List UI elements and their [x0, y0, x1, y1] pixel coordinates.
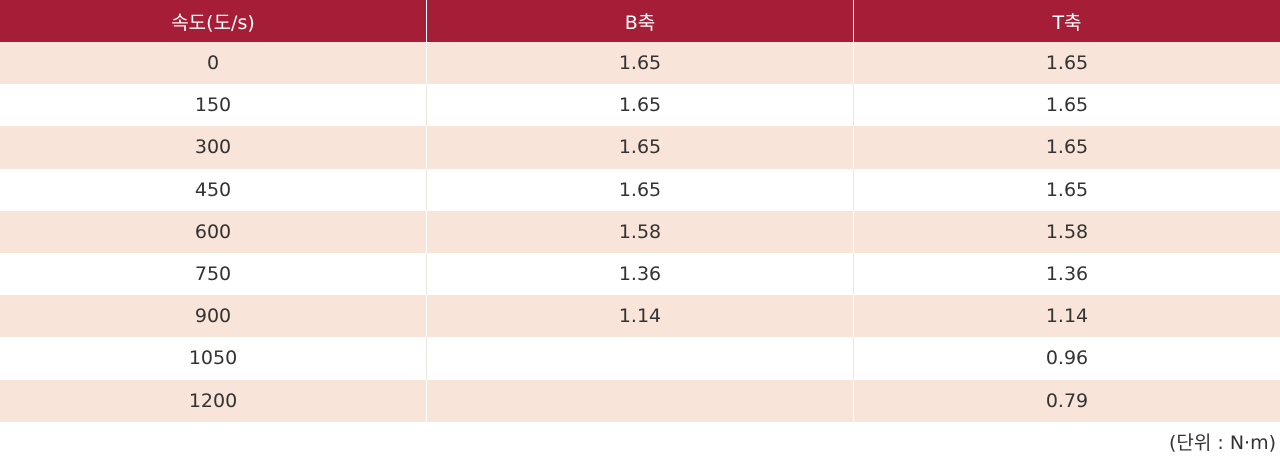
table-cell: 1.36: [426, 252, 853, 296]
table-cell: 1.65: [853, 168, 1280, 211]
table-cell: 1.14: [426, 295, 853, 338]
table-cell: 0: [206, 52, 220, 75]
table-row: 1200 0.79: [0, 379, 1280, 422]
table-row: 750 1.36 1.36: [0, 252, 1280, 296]
table-cell: 1.65: [426, 84, 853, 127]
table-cell: 750: [194, 263, 232, 286]
table-cell: 450: [194, 178, 232, 201]
unit-note: (단위 : N·m): [1168, 432, 1276, 454]
table-row: 300 1.65 1.65: [0, 126, 1280, 169]
table-cell: 1.58: [853, 210, 1280, 253]
table-cell: 1200: [188, 389, 238, 412]
table-cell: 150: [194, 94, 232, 117]
table-cell: 300: [194, 136, 232, 159]
table-cell: 900: [194, 305, 232, 328]
header-row: 속도(도/s) B축 T축: [0, 0, 1280, 42]
table-cell: 1.58: [426, 210, 853, 253]
data-table: 속도(도/s) B축 T축 0 1.65 1.65 150 1.65 1.65 300 1.65 1.…: [0, 0, 1280, 422]
table-cell: [426, 337, 853, 380]
table-row: 450 1.65 1.65: [0, 168, 1280, 211]
table-cell: 1.65: [426, 42, 853, 85]
table-row: 150 1.65 1.65: [0, 84, 1280, 127]
table-cell: 0.79: [853, 379, 1280, 422]
table-cell: 1.65: [426, 126, 853, 169]
table-cell: [426, 379, 853, 422]
table-row: 0 1.65 1.65: [0, 42, 1280, 85]
header-cell: B축: [426, 0, 853, 42]
header-cell: 속도(도/s): [171, 11, 255, 34]
table-cell: 600: [194, 220, 232, 243]
table-row: 1050 0.96: [0, 337, 1280, 380]
table-row: 600 1.58 1.58: [0, 210, 1280, 253]
table-cell: 1050: [188, 347, 238, 370]
table-cell: 0.96: [853, 337, 1280, 380]
table-cell: 1.65: [853, 42, 1280, 85]
table-row: 900 1.14 1.14: [0, 295, 1280, 338]
table-cell: 1.36: [853, 252, 1280, 296]
table-cell: 1.14: [853, 295, 1280, 338]
header-cell: T축: [853, 0, 1280, 42]
table-cell: 1.65: [853, 126, 1280, 169]
table-cell: 1.65: [426, 168, 853, 211]
table-cell: 1.65: [853, 84, 1280, 127]
